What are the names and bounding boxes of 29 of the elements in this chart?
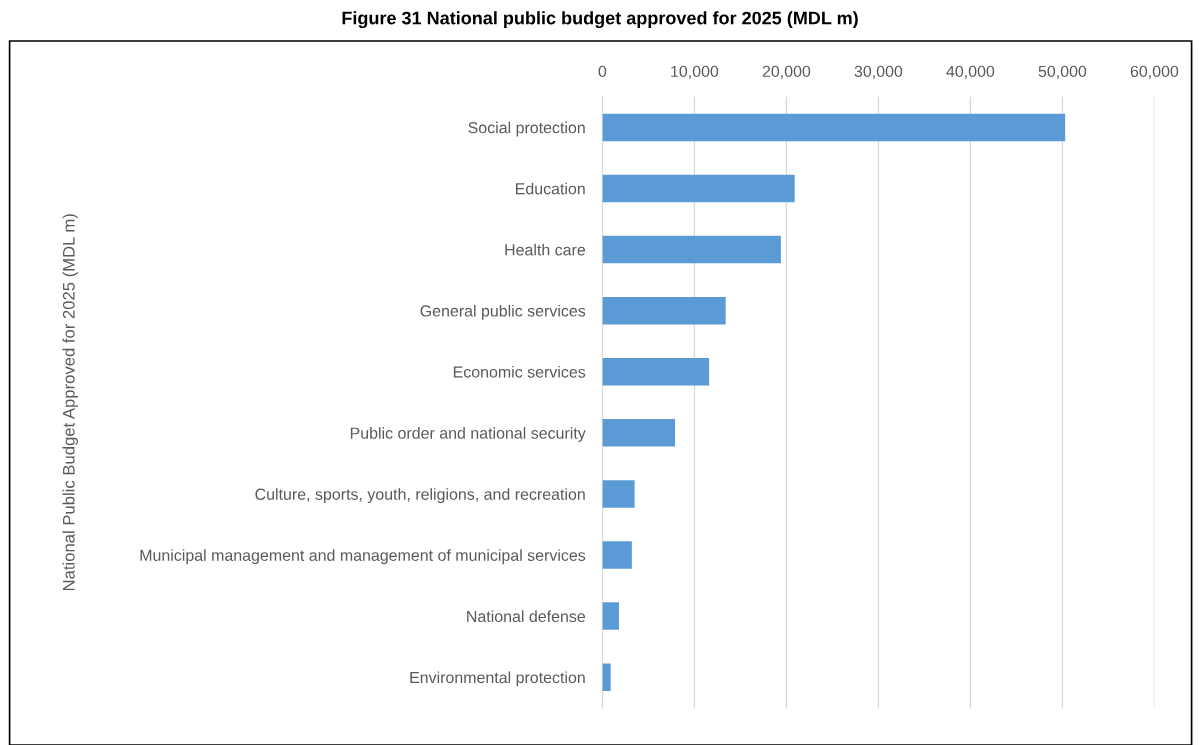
y-tick-label: Economic services: [453, 365, 586, 378]
bar: [602, 174, 795, 203]
x-tick-label: 30,000: [854, 65, 903, 79]
y-tick-label: National defense: [467, 610, 586, 623]
bar: [602, 541, 632, 569]
x-tick-label: 50,000: [1038, 65, 1087, 79]
y-tick-label: Health care: [505, 243, 586, 256]
x-tick-label: 40,000: [946, 65, 995, 79]
y-tick-label: Social protection: [468, 121, 585, 137]
y-tick-label: Municipal management and management of municipal services: [140, 549, 586, 565]
x-tick-label: 20,000: [762, 65, 811, 79]
chart-title: Figure 31 National public budget approved for 2025 (MDL m): [342, 11, 858, 29]
bar: [602, 235, 781, 264]
bar: [602, 113, 1066, 142]
y-tick-label: Public order and national security: [350, 427, 586, 442]
bar: [602, 480, 635, 508]
bar: [602, 602, 619, 630]
bar: [602, 358, 710, 386]
y-tick-label: Environmental protection: [410, 671, 585, 687]
bar: [602, 663, 611, 691]
bar: [602, 419, 676, 447]
x-tick-label: 60,000: [1130, 65, 1179, 79]
y-axis-title: National Public Budget Approved for 2025 (MDL m): [62, 214, 78, 591]
y-tick-label: Culture, sports, youth, religions, and recreation: [255, 488, 585, 504]
x-tick-label: 10,000: [671, 65, 719, 79]
bar: [602, 296, 726, 325]
x-tick-label: 0: [598, 65, 607, 78]
y-tick-label: Education: [516, 182, 585, 195]
y-tick-label: General public services: [420, 304, 586, 320]
